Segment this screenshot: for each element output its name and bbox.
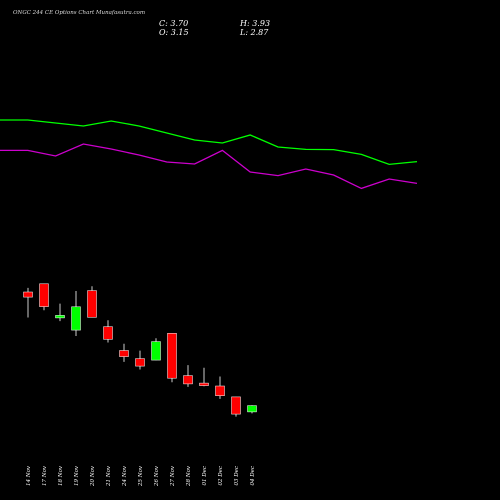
x-tick-label: 19 Nov bbox=[74, 465, 80, 486]
candle-body bbox=[135, 358, 145, 367]
candle-body bbox=[55, 315, 65, 319]
x-tick-label: 24 Nov bbox=[122, 465, 128, 487]
indicator-line-1 bbox=[0, 119, 418, 166]
candle-body bbox=[199, 382, 209, 386]
indicator-lines bbox=[0, 119, 418, 190]
candle-body bbox=[103, 326, 113, 340]
x-tick-label: 04 Dec bbox=[250, 466, 256, 486]
open-value: O: 3.15 bbox=[159, 28, 189, 37]
x-tick-label: 02 Dec bbox=[218, 466, 224, 486]
x-tick-label: 26 Nov bbox=[154, 465, 160, 487]
x-tick-label: 21 Nov bbox=[106, 465, 112, 487]
x-tick-label: 20 Nov bbox=[90, 465, 96, 487]
x-tick-label: 18 Nov bbox=[58, 465, 64, 486]
x-tick-label: 27 Nov bbox=[170, 465, 176, 487]
high-value: H: 3.93 bbox=[240, 19, 271, 28]
candle-body bbox=[215, 385, 225, 396]
candle-body bbox=[23, 291, 33, 298]
candle-body bbox=[183, 375, 193, 385]
close-value: C: 3.70 bbox=[159, 19, 189, 28]
candlesticks bbox=[23, 283, 257, 417]
x-tick-label: 14 Nov bbox=[26, 465, 32, 486]
indicator-line-2 bbox=[0, 143, 418, 190]
x-tick-label: 17 Nov bbox=[42, 465, 48, 486]
x-tick-label: 03 Dec bbox=[234, 466, 240, 486]
chart-title: ONGC 244 CE Options Chart Munafasutra.co… bbox=[13, 10, 146, 16]
candle-body bbox=[39, 283, 49, 307]
x-tick-label: 25 Nov bbox=[138, 465, 144, 487]
candle-body bbox=[71, 306, 81, 331]
x-axis-labels: 14 Nov 17 Nov 18 Nov 19 Nov 20 Nov 21 Nov 24 N… bbox=[26, 465, 256, 487]
candle-body bbox=[87, 290, 97, 318]
candle-body bbox=[247, 405, 257, 413]
candle-body bbox=[167, 333, 177, 379]
candle-body bbox=[231, 396, 241, 415]
x-tick-label: 01 Dec bbox=[202, 466, 208, 486]
x-tick-label: 28 Nov bbox=[186, 465, 192, 487]
candle-body bbox=[151, 341, 161, 361]
low-value: L: 2.87 bbox=[240, 28, 269, 37]
candle-body bbox=[119, 350, 129, 357]
